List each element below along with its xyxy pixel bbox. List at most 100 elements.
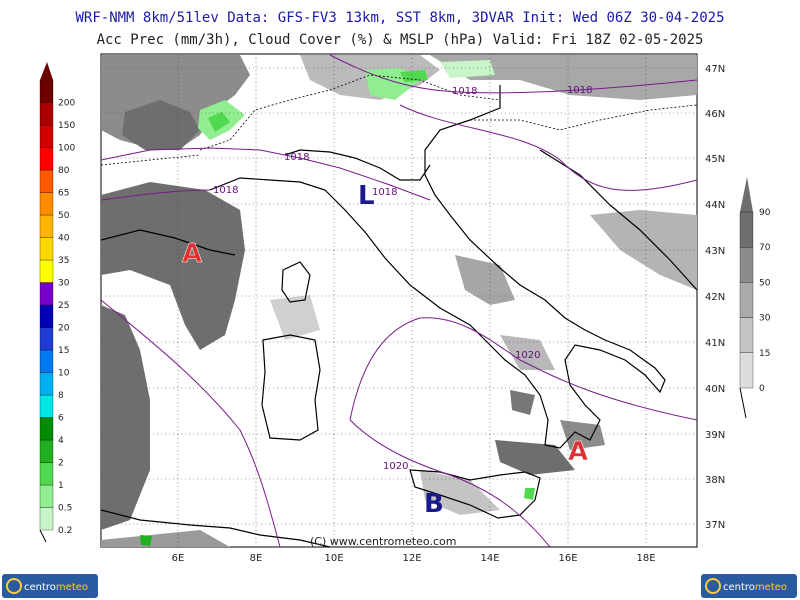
lon-label: 16E — [558, 553, 577, 564]
latitude-labels: 47N 46N 45N 44N 43N 42N 41N 40N 39N 38N … — [705, 64, 725, 531]
precip-legend-swatch — [39, 372, 54, 396]
precip-legend-label: 100 — [58, 144, 75, 154]
cloud-legend-label: 50 — [759, 278, 771, 288]
cloud-legend-swatch — [739, 352, 754, 389]
precip-legend-label: 20 — [58, 324, 70, 334]
lon-label: 12E — [402, 553, 421, 564]
lon-label: 8E — [250, 553, 263, 564]
title-line-2: Acc Prec (mm/3h), Cloud Cover (%) & MSLP… — [96, 32, 704, 48]
lat-label: 47N — [705, 64, 725, 75]
precip-legend-label: 0.2 — [58, 526, 72, 536]
graticule — [101, 54, 697, 547]
lat-label: 42N — [705, 292, 725, 303]
precip-legend-label: 50 — [58, 211, 70, 221]
cloud-legend-label: 15 — [759, 349, 770, 359]
lon-label: 10E — [324, 553, 343, 564]
lon-label: 6E — [172, 553, 185, 564]
precip-legend-swatch — [39, 462, 54, 486]
precipitation-areas — [140, 60, 535, 546]
longitude-labels: 6E 8E 10E 12E 14E 16E 18E — [172, 553, 656, 564]
precip-legend-label: 25 — [58, 301, 69, 311]
lat-label: 46N — [705, 109, 725, 120]
precip-legend-label: 200 — [58, 99, 75, 109]
precip-legend-label: 40 — [58, 234, 70, 244]
isobar-labels: 1018 1018 1018 1018 1018 1020 1020 — [213, 85, 592, 472]
precip-legend-swatch — [39, 394, 54, 418]
precip-legend-label: 35 — [58, 256, 69, 266]
borders — [101, 74, 697, 166]
centrometeo-logo-right: centrometeo — [701, 574, 797, 598]
legend-tail — [739, 387, 747, 419]
isobar-label: 1018 — [372, 187, 397, 198]
lat-label: 40N — [705, 384, 725, 395]
lat-label: 41N — [705, 338, 725, 349]
low-pressure-center: L — [358, 181, 375, 211]
precipitation-legend: 0.2 0.5 1 2 4 6 8 10 15 20 25 30 35 40 50 65 80 100 150 200 — [39, 62, 75, 543]
map-panel: 1018 1018 1018 1018 1018 1020 1020 A L A… — [100, 53, 698, 548]
precip-legend-swatch — [39, 507, 54, 531]
precip-legend-swatch — [39, 259, 54, 283]
precip-legend-label: 6 — [58, 414, 64, 424]
legend-arrow — [740, 177, 753, 212]
precip-legend-label: 2 — [58, 459, 64, 469]
precip-legend-swatch — [39, 102, 54, 126]
precip-legend-label: 1 — [58, 481, 64, 491]
isobar-label: 1018 — [284, 152, 309, 163]
precip-legend-label: 15 — [58, 346, 69, 356]
cloud-legend-label: 0 — [759, 384, 765, 394]
cloud-legend-label: 90 — [759, 208, 771, 218]
lon-label: 18E — [636, 553, 655, 564]
lat-label: 39N — [705, 430, 725, 441]
copyright-label: (C) www.centrometeo.com — [310, 535, 456, 548]
low-pressure-center: B — [424, 489, 444, 519]
cloud-cover-legend: 0 15 30 50 70 90 — [739, 177, 771, 419]
cloud-legend-swatch — [739, 282, 754, 318]
precip-legend-swatch — [39, 169, 54, 193]
precip-legend-swatch — [39, 124, 54, 148]
precip-legend-swatch — [39, 192, 54, 216]
precip-legend-swatch — [39, 147, 54, 171]
high-pressure-center: A — [568, 437, 588, 467]
precip-legend-swatch — [39, 439, 54, 463]
lat-label: 45N — [705, 154, 725, 165]
precip-legend-label: 80 — [58, 166, 70, 176]
centrometeo-logo-left: centrometeo — [2, 574, 98, 598]
isobar-label: 1020 — [383, 461, 408, 472]
cloud-legend-label: 30 — [759, 314, 771, 324]
precip-legend-swatch — [39, 79, 54, 103]
lon-label: 14E — [480, 553, 499, 564]
high-pressure-center: A — [182, 239, 202, 269]
precip-legend-label: 4 — [58, 436, 64, 446]
logo-text: centrometeo — [24, 582, 88, 593]
precip-legend-label: 150 — [58, 121, 75, 131]
precip-legend-label: 8 — [58, 391, 64, 401]
precip-legend-swatch — [39, 484, 54, 508]
pressure-centers: A L A B — [182, 181, 589, 519]
precip-legend-swatch — [39, 214, 54, 238]
isobar-label: 1018 — [213, 185, 238, 196]
lat-label: 44N — [705, 200, 725, 211]
precip-legend-label: 10 — [58, 369, 70, 379]
lat-label: 37N — [705, 520, 725, 531]
lat-label: 43N — [705, 246, 725, 257]
precip-legend-swatch — [39, 304, 54, 328]
coastlines — [101, 85, 697, 547]
precip-legend-label: 30 — [58, 279, 70, 289]
cloud-legend-swatch — [739, 211, 754, 248]
title-line-1: WRF-NMM 8km/51lev Data: GFS-FV3 13km, SS… — [75, 10, 725, 26]
precip-legend-swatch — [39, 349, 54, 373]
logo-text: centrometeo — [723, 582, 787, 593]
legend-arrow — [40, 62, 53, 80]
cloud-legend-swatch — [739, 317, 754, 353]
isobar-label: 1020 — [515, 350, 540, 361]
precip-legend-swatch — [39, 282, 54, 306]
isobars — [101, 54, 697, 547]
precip-legend-swatch — [39, 327, 54, 351]
precip-legend-swatch — [39, 237, 54, 261]
isobar-label: 1018 — [452, 86, 477, 97]
precip-legend-label: 0.5 — [58, 504, 72, 514]
cloud-legend-label: 70 — [759, 243, 771, 253]
cloud-legend-swatch — [739, 247, 754, 283]
precip-legend-label: 65 — [58, 189, 69, 199]
